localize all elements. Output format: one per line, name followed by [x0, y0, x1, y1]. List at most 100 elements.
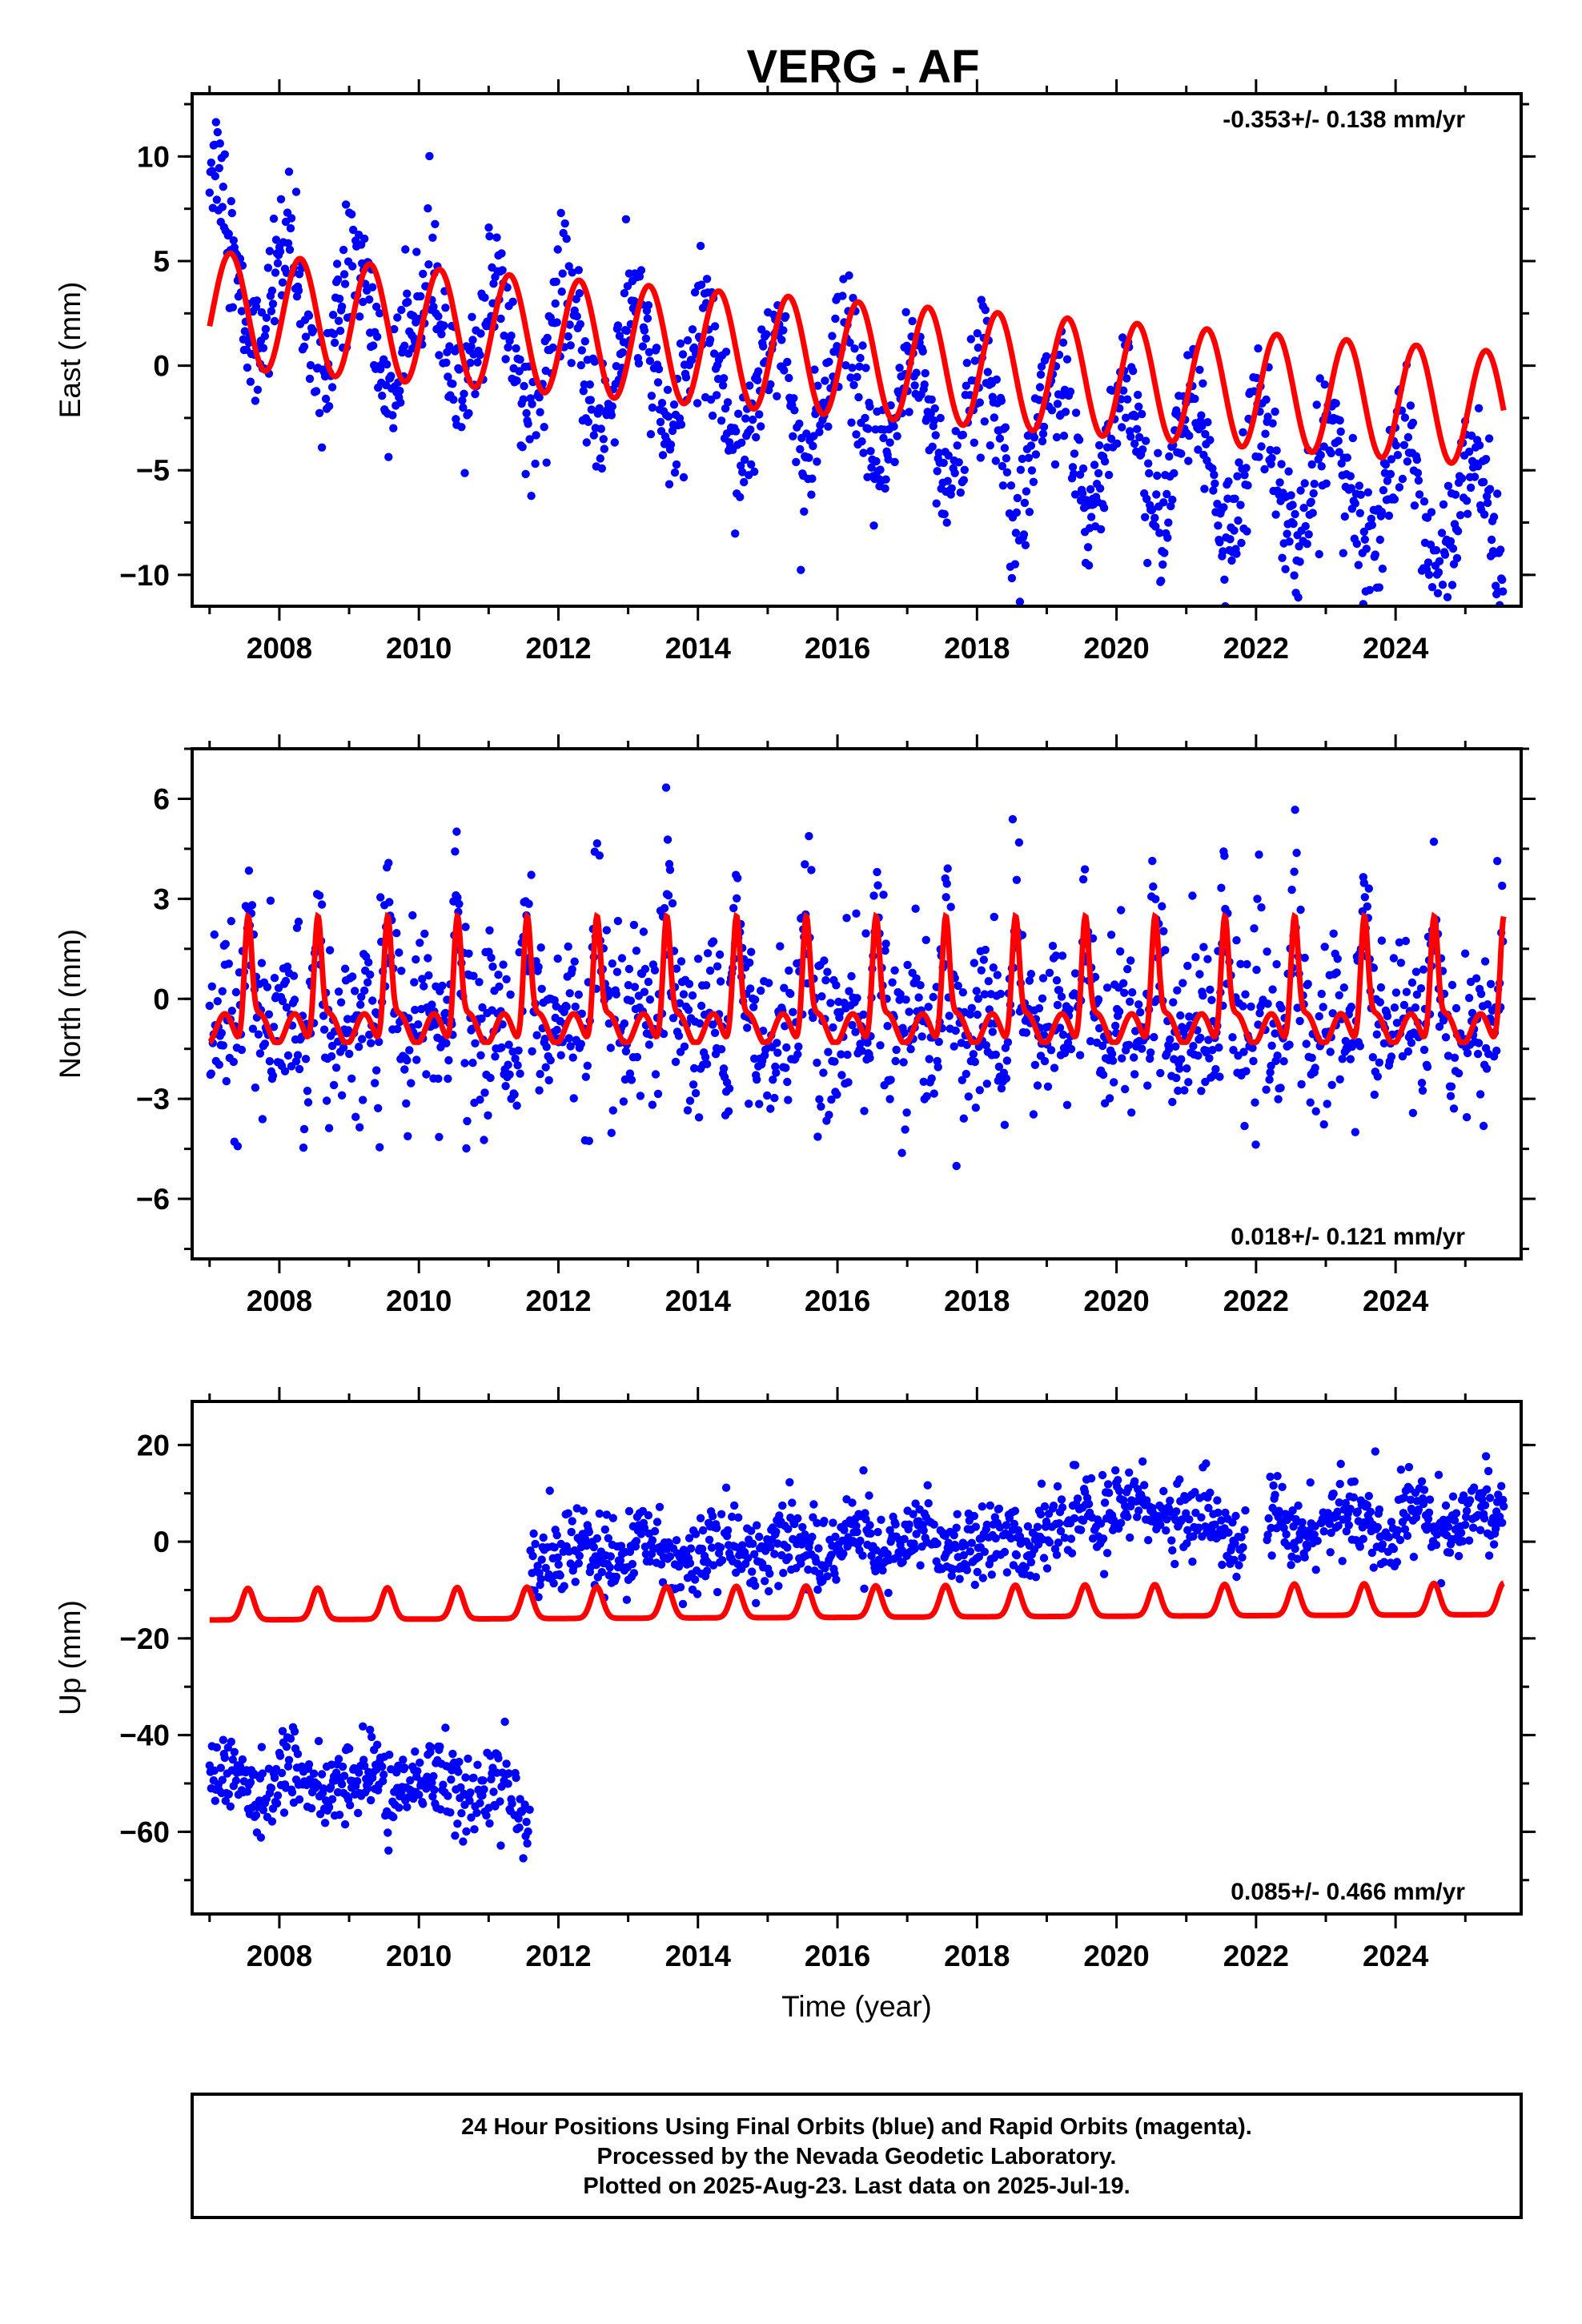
- up-point-1437: [1499, 1495, 1508, 1505]
- north-point-379: [535, 1086, 544, 1095]
- east-point-75: [267, 286, 277, 296]
- north-point-788: [891, 1056, 900, 1066]
- east-point-606: [734, 409, 743, 418]
- up-point-1320: [1395, 1535, 1405, 1545]
- east-point-157: [341, 200, 351, 209]
- east-point-355: [515, 367, 524, 376]
- east-point-1303: [1343, 453, 1352, 462]
- up-point-992: [1076, 1526, 1086, 1534]
- north-point-1382: [1411, 967, 1421, 976]
- up-point-276: [441, 1723, 450, 1732]
- east-point-310: [473, 358, 482, 367]
- east-point-912: [998, 481, 1008, 490]
- north-point-826: [924, 1003, 933, 1011]
- up-point-1296: [1373, 1522, 1383, 1532]
- north-point-804: [905, 1007, 913, 1016]
- north-point-194: [376, 893, 385, 902]
- east-point-1336: [1375, 583, 1384, 592]
- up-point-853: [952, 1523, 961, 1533]
- up-point-1390: [1456, 1528, 1466, 1538]
- up-point-1311: [1387, 1518, 1396, 1526]
- east-point-609: [737, 438, 746, 447]
- north-point-815: [914, 993, 923, 1002]
- up-point-986: [1070, 1461, 1080, 1470]
- up-point-434: [584, 1527, 593, 1537]
- up-point-422: [575, 1551, 584, 1561]
- east-point-1102: [1166, 501, 1175, 511]
- north-point-959: [1038, 974, 1048, 983]
- east-point-1272: [1316, 451, 1325, 460]
- east-point-840: [934, 448, 943, 457]
- north-point-354: [513, 1061, 522, 1070]
- north-point-1181: [1232, 936, 1241, 945]
- up-point-1016: [1098, 1534, 1108, 1543]
- east-point-1248: [1294, 593, 1303, 602]
- up-point-1216: [1300, 1553, 1309, 1562]
- east-point-411: [565, 320, 574, 329]
- north-point-295: [463, 1116, 472, 1126]
- east-point-492: [635, 272, 644, 281]
- up-point-713: [829, 1518, 837, 1527]
- north-point-857: [954, 981, 962, 991]
- east-point-854: [946, 490, 955, 499]
- east-point-1049: [1122, 374, 1131, 383]
- north-point-170: [355, 1123, 364, 1132]
- north-point-823: [921, 935, 930, 945]
- east-point-1057: [1129, 367, 1138, 376]
- up-point-1288: [1366, 1507, 1375, 1517]
- east-point-366: [524, 420, 532, 428]
- up-point-97: [290, 1727, 299, 1736]
- north-point-1326: [1360, 893, 1370, 902]
- up-point-90: [283, 1762, 293, 1771]
- north-point-1342: [1373, 1072, 1383, 1081]
- north-point-519: [660, 903, 669, 913]
- east-point-156: [340, 279, 350, 288]
- up-point-1422: [1485, 1494, 1495, 1502]
- north-point-789: [892, 1045, 901, 1055]
- north-point-534: [672, 964, 681, 973]
- up-point-850: [950, 1530, 958, 1540]
- north-point-767: [873, 881, 882, 890]
- east-point-915: [1001, 423, 1010, 432]
- north-point-319: [484, 1111, 492, 1120]
- north-point-1207: [1255, 850, 1263, 859]
- east-point-776: [881, 475, 890, 484]
- north-point-742: [853, 994, 861, 1003]
- north-point-981: [1058, 1030, 1068, 1039]
- up-point-1200: [1287, 1561, 1295, 1570]
- east-point-247: [419, 269, 428, 279]
- east-frame: [191, 92, 1523, 608]
- east-point-683: [802, 429, 811, 438]
- north-point-76: [269, 1023, 279, 1031]
- north-point-1130: [1188, 891, 1197, 900]
- east-point-86: [276, 195, 286, 203]
- up-point-1255: [1336, 1459, 1345, 1469]
- east-point-1098: [1163, 533, 1172, 542]
- east-point-1208: [1260, 464, 1269, 474]
- east-point-1074: [1143, 558, 1152, 568]
- east-point-79: [271, 268, 280, 277]
- up-point-45: [246, 1778, 255, 1787]
- east-point-273: [442, 358, 451, 367]
- up-point-1198: [1283, 1542, 1292, 1550]
- east-point-924: [1011, 529, 1021, 537]
- north-point-106: [295, 1064, 304, 1074]
- up-point-872: [967, 1538, 977, 1547]
- east-point-860: [953, 441, 962, 450]
- north-point-341: [501, 1082, 510, 1091]
- north-point-1199: [1248, 1043, 1257, 1052]
- up-point-1112: [1185, 1515, 1194, 1524]
- east-point-78: [270, 316, 279, 326]
- east-point-1271: [1315, 374, 1324, 383]
- east-point-1315: [1355, 481, 1364, 490]
- north-point-877: [970, 1057, 980, 1067]
- east-point-1218: [1268, 419, 1277, 428]
- east-point-1209: [1261, 429, 1270, 438]
- north-point-709: [824, 1047, 833, 1056]
- east-point-1225: [1275, 478, 1284, 487]
- up-point-685: [804, 1565, 813, 1574]
- up-point-881: [974, 1552, 984, 1562]
- north-point-15: [217, 1028, 226, 1038]
- north-point-1021: [1094, 995, 1103, 1004]
- east-rate-label: -0.353+/- 0.138 mm/yr: [1223, 107, 1465, 133]
